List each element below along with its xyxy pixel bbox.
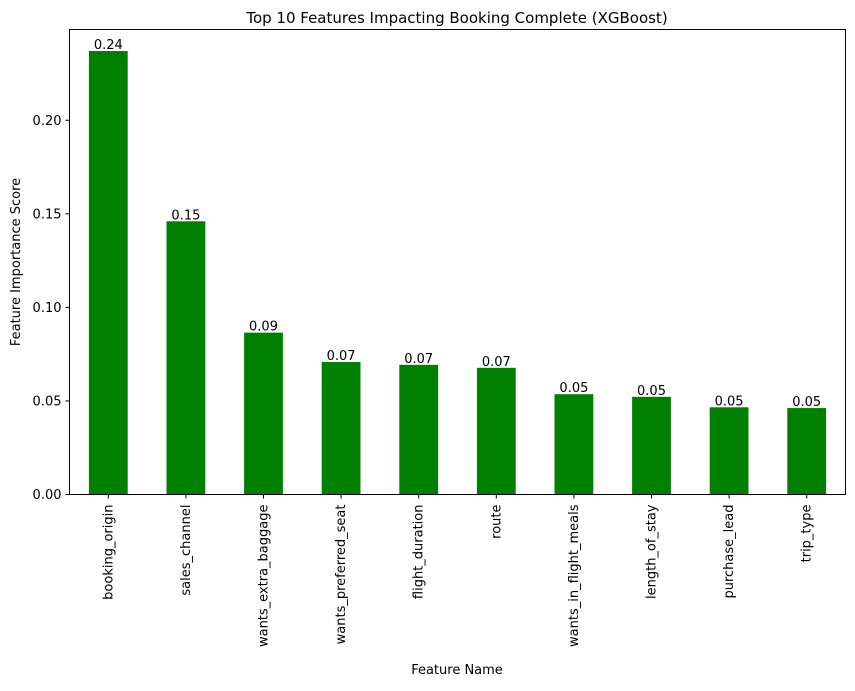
x-axis-title: Feature Name <box>411 663 503 678</box>
plot-frame <box>69 29 846 495</box>
data-label: 0.05 <box>715 394 744 409</box>
bar-purchase-lead <box>709 407 749 495</box>
data-label: 0.05 <box>792 395 821 410</box>
data-label: 0.05 <box>559 381 588 396</box>
data-label: 0.24 <box>94 38 123 53</box>
x-tick-label: purchase_lead <box>722 505 737 599</box>
bar-wants-extra-baggage <box>244 332 283 495</box>
x-tick-label: flight_duration <box>412 505 427 600</box>
x-tick-label: wants_in_flight_meals <box>567 504 582 647</box>
bar-wants-preferred-seat <box>321 362 361 495</box>
bar-booking-origin <box>88 51 128 495</box>
x-tick-label: length_of_stay <box>645 504 660 599</box>
y-tick-label: 0.10 <box>33 301 62 316</box>
bar-flight-duration <box>399 364 439 495</box>
data-label: 0.07 <box>404 352 433 367</box>
y-tick-label: 0.15 <box>33 207 62 222</box>
y-axis: 0.00 0.05 0.10 0.15 0.20 <box>33 114 70 503</box>
x-tick-label: wants_preferred_seat <box>334 505 349 645</box>
bar-wants-in-flight-meals <box>554 394 594 495</box>
data-label: 0.07 <box>327 349 356 364</box>
x-axis: booking_origin sales_channel wants_extra_b… <box>101 494 815 648</box>
x-tick-label: booking_origin <box>101 505 116 600</box>
data-label: 0.15 <box>171 208 200 223</box>
data-label: 0.07 <box>482 355 511 370</box>
bar-sales-channel <box>166 221 206 495</box>
x-tick-label: route <box>489 505 504 539</box>
chart-title: Top 10 Features Impacting Booking Comple… <box>245 9 667 27</box>
y-tick-label: 0.05 <box>33 394 62 409</box>
y-tick-label: 0.00 <box>33 488 62 503</box>
x-tick-label: sales_channel <box>179 505 194 596</box>
y-axis-title: Feature Importance Score <box>9 178 24 346</box>
y-tick-label: 0.20 <box>33 114 62 129</box>
x-tick-label: wants_extra_baggage <box>257 505 272 648</box>
bar-length-of-stay <box>632 396 671 495</box>
data-labels-layer: 0.24 0.15 0.09 0.07 0.07 0.07 0.05 0.05 0.05 0.05 <box>94 38 821 410</box>
x-tick-label: trip_type <box>800 505 815 563</box>
data-label: 0.05 <box>637 384 666 399</box>
data-label: 0.09 <box>249 320 278 335</box>
bar-trip-type <box>787 408 827 495</box>
bars-layer <box>88 51 827 495</box>
bar-route <box>476 367 516 495</box>
